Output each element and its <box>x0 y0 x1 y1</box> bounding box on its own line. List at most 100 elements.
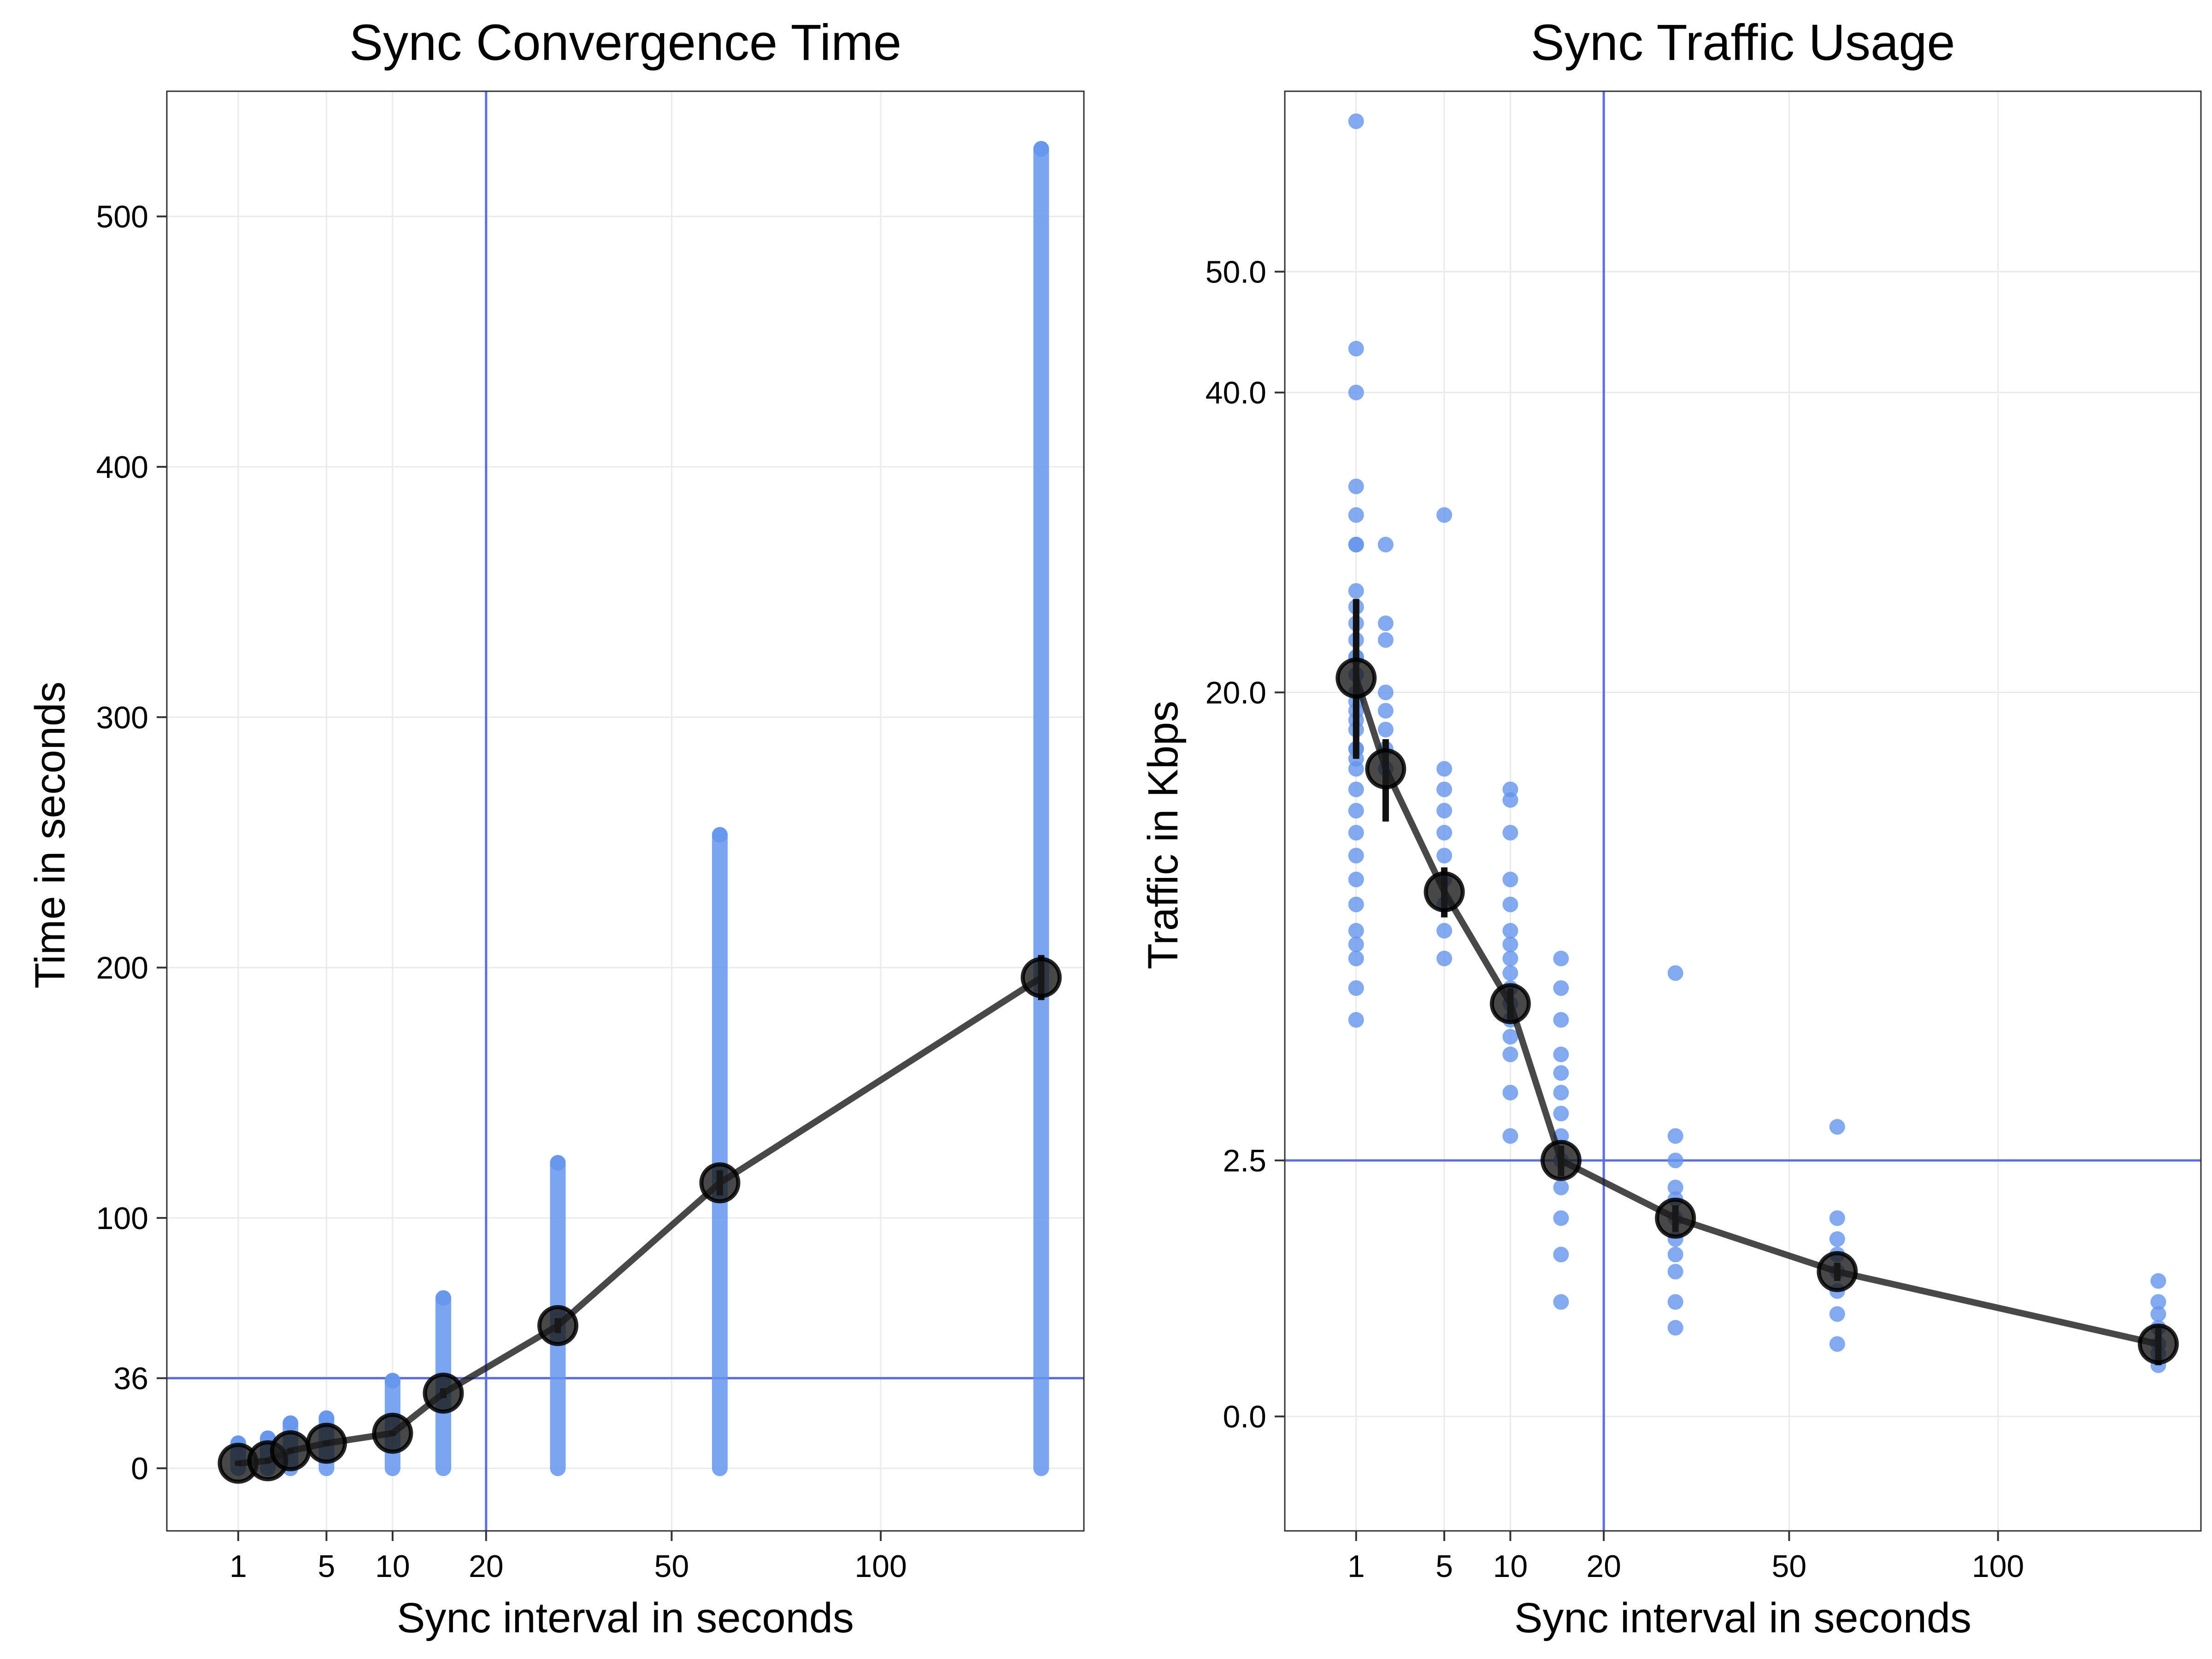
mean-point <box>699 1162 741 1204</box>
data-point <box>1348 478 1364 494</box>
panel-border <box>166 90 1085 1532</box>
data-point <box>1502 950 1518 966</box>
data-point <box>435 1290 452 1306</box>
data-point <box>1348 507 1364 523</box>
data-point <box>1348 1012 1364 1028</box>
x-tick-label: 5 <box>318 1549 335 1584</box>
mean-series-line <box>1353 677 2159 1347</box>
x-axis-title: Sync interval in seconds <box>1514 1594 1971 1641</box>
mean-point <box>306 1423 347 1464</box>
y-tick-label: 200 <box>96 951 148 986</box>
data-point <box>1377 536 1394 553</box>
data-point <box>1667 1320 1683 1336</box>
x-tick-label: 10 <box>375 1549 410 1584</box>
y-tick-label: 20.0 <box>1206 675 1266 710</box>
y-tick-label: 0 <box>131 1451 148 1486</box>
data-point <box>550 1155 566 1171</box>
data-point <box>1829 1210 1845 1226</box>
data-point <box>1502 965 1518 981</box>
mean-line <box>218 955 1062 1484</box>
x-tick-label: 20 <box>469 1549 504 1584</box>
mean-point <box>1540 1140 1582 1181</box>
data-point <box>1436 781 1453 797</box>
data-point <box>1348 847 1364 864</box>
data-point <box>712 827 728 843</box>
data-point <box>1553 1084 1569 1100</box>
data-point <box>1436 803 1453 819</box>
data-point <box>1667 1247 1683 1263</box>
mean-point <box>1489 983 1531 1024</box>
data-point <box>1348 781 1364 797</box>
data-point <box>2150 1294 2166 1310</box>
data-point <box>1348 341 1364 357</box>
data-point <box>1348 871 1364 888</box>
data-point <box>1377 703 1394 719</box>
data-point <box>1436 847 1453 864</box>
data-point <box>1502 824 1518 841</box>
data-point <box>1502 896 1518 912</box>
data-point <box>384 1373 400 1389</box>
x-tick-label: 20 <box>1586 1549 1621 1584</box>
mean-point <box>270 1430 311 1471</box>
mean-point <box>372 1412 413 1454</box>
reference-lines <box>1285 91 2201 1531</box>
x-tick-label: 100 <box>854 1549 906 1584</box>
data-point <box>1502 936 1518 953</box>
data-point <box>1436 507 1453 523</box>
x-tick-label: 100 <box>1972 1549 2024 1584</box>
data-point <box>1553 1179 1569 1195</box>
data-point <box>1667 1179 1683 1195</box>
raw-points <box>1348 113 2166 1373</box>
data-point <box>1377 722 1394 738</box>
y-tick-label: 100 <box>96 1201 148 1236</box>
data-point <box>1348 113 1364 129</box>
grid <box>167 91 1084 1531</box>
data-point <box>1348 950 1364 966</box>
data-point <box>1553 1247 1569 1263</box>
data-point <box>1348 824 1364 841</box>
data-point <box>2150 1306 2166 1322</box>
x-tick-label: 50 <box>1772 1549 1807 1584</box>
axis-ticks: 1 5 10 20 50 100 0 36 100 200 300 400 500 <box>96 200 907 1584</box>
y-axis-title: Traffic in Kbps <box>1140 701 1187 970</box>
mean-point <box>1335 657 1377 699</box>
data-point <box>1829 1119 1845 1135</box>
data-point <box>1553 1047 1569 1063</box>
x-tick-label: 5 <box>1435 1549 1453 1584</box>
data-point <box>1436 761 1453 777</box>
x-tick-label: 1 <box>1347 1549 1365 1584</box>
mean-point <box>423 1372 464 1414</box>
y-tick-label: 500 <box>96 200 148 235</box>
data-point <box>1553 950 1569 966</box>
data-point <box>1553 1294 1569 1310</box>
data-point <box>1502 1084 1518 1100</box>
data-point <box>1667 1264 1683 1280</box>
data-point <box>1667 1128 1683 1144</box>
data-point <box>1377 684 1394 700</box>
mean-point <box>1424 871 1465 912</box>
data-point <box>1436 950 1453 966</box>
data-point <box>1502 923 1518 939</box>
data-point <box>1377 632 1394 648</box>
data-point <box>1553 1012 1569 1028</box>
data-point <box>1553 1065 1569 1081</box>
y-tick-label: 300 <box>96 700 148 735</box>
data-point <box>1033 141 1049 157</box>
x-axis-title: Sync interval in seconds <box>397 1594 854 1641</box>
data-point <box>1553 1106 1569 1122</box>
panel-border <box>1284 90 2202 1532</box>
data-point <box>1667 965 1683 981</box>
mean-point <box>537 1305 579 1346</box>
y-tick-label: 40.0 <box>1206 376 1266 411</box>
data-point <box>1502 1047 1518 1063</box>
raw-points <box>230 141 1049 1477</box>
data-point <box>1829 1231 1845 1247</box>
plot-frame <box>166 90 1085 1532</box>
data-point <box>1502 792 1518 808</box>
data-point <box>1667 1294 1683 1310</box>
data-point <box>1502 871 1518 888</box>
data-point <box>1348 923 1364 939</box>
y-tick-label: 50.0 <box>1206 254 1266 289</box>
data-point <box>1553 1210 1569 1226</box>
data-point <box>1502 1128 1518 1144</box>
